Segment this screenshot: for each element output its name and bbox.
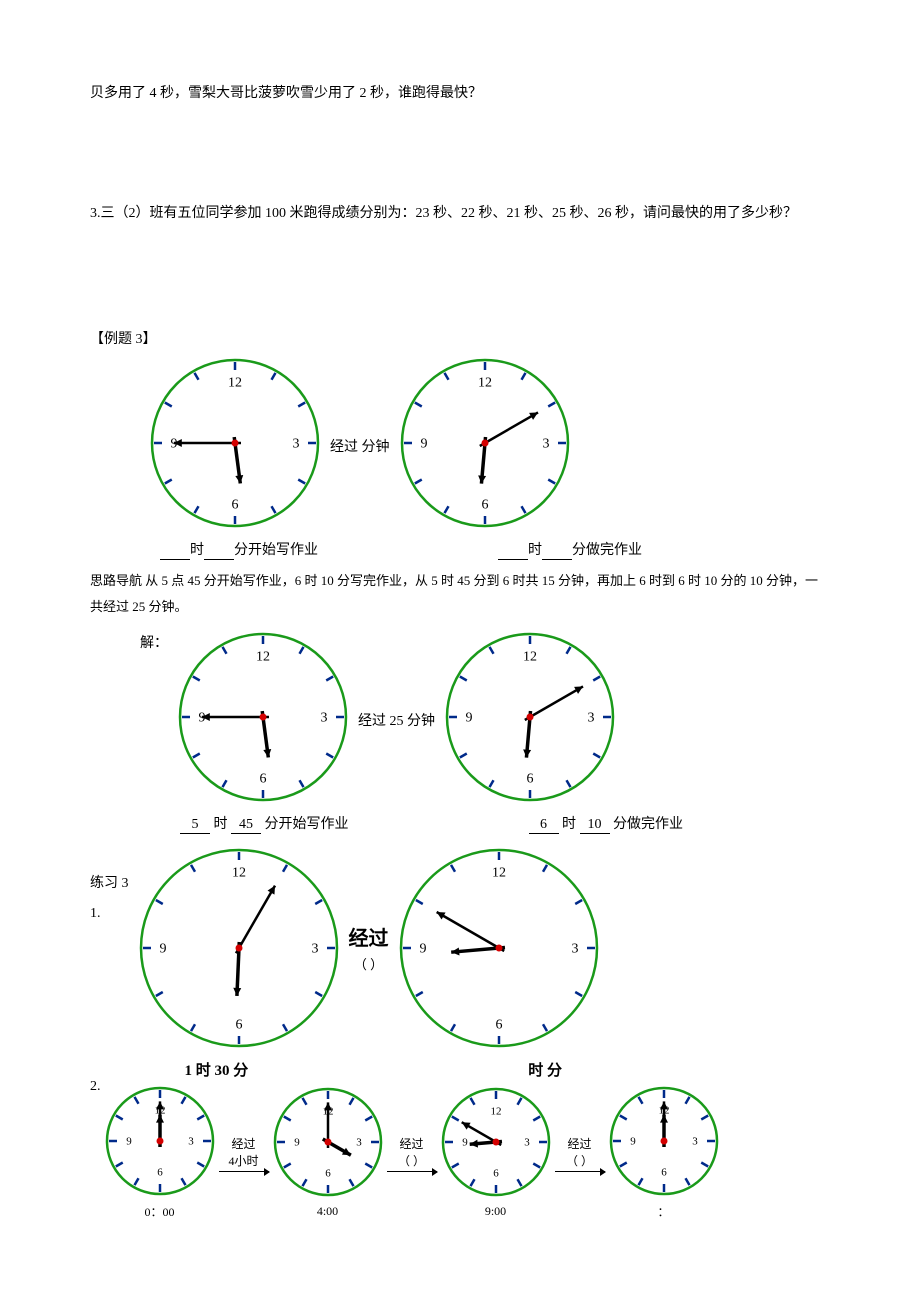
clock-5-45-q: 12369 — [150, 358, 320, 533]
time-label-colon: ： — [657, 1203, 669, 1220]
label-1h30m: 1 时 30 分 — [185, 1059, 249, 1080]
time-label-0000: 0：00 — [144, 1203, 174, 1220]
solution-label: 解： — [140, 632, 168, 652]
svg-text:3: 3 — [571, 942, 578, 957]
practice-1-label: 1. — [90, 906, 129, 922]
arrow-blank-2: 经过 （ ） — [555, 1135, 605, 1172]
svg-text:12: 12 — [228, 376, 242, 391]
svg-text:3: 3 — [692, 1136, 698, 1148]
svg-text:3: 3 — [321, 711, 328, 726]
svg-text:9: 9 — [420, 437, 427, 452]
svg-text:6: 6 — [325, 1168, 331, 1180]
problem-text-2: 3.三（2）班有五位同学参加 100 米跑得成绩分别为：23 秒、22 秒、21… — [90, 200, 830, 228]
clock-6-10-q: 12 3 6 9 — [400, 358, 570, 533]
svg-text:12: 12 — [492, 866, 506, 881]
svg-text:6: 6 — [493, 1168, 499, 1180]
svg-text:12: 12 — [478, 376, 492, 391]
svg-text:3: 3 — [588, 711, 595, 726]
clock-6-05: 12 3 6 9 — [139, 848, 339, 1053]
clock-small-0900: 12 3 6 9 — [441, 1087, 551, 1202]
svg-text:6: 6 — [235, 1018, 242, 1033]
time-label-0400: 4:00 — [317, 1204, 338, 1219]
elapsed-paren-label: 经过 （ ） — [349, 927, 389, 975]
clock-small-0400: 12369 — [273, 1087, 383, 1202]
label-hm-blank: 时 分 — [528, 1059, 562, 1080]
svg-text:12: 12 — [523, 650, 537, 665]
svg-text:9: 9 — [466, 711, 473, 726]
svg-text:6: 6 — [527, 772, 534, 787]
svg-text:6: 6 — [157, 1167, 163, 1179]
start-blank-label: 时 分开始写作业 — [160, 539, 318, 560]
svg-text:3: 3 — [188, 1136, 194, 1148]
clock-5-45-a: 12369 — [178, 632, 348, 807]
svg-text:3: 3 — [311, 942, 318, 957]
elapsed-25-label: 经过 25 分钟 — [358, 710, 435, 730]
svg-text:6: 6 — [495, 1018, 502, 1033]
practice-2-label: 2. — [90, 1059, 101, 1095]
time-label-0900: 9:00 — [485, 1204, 506, 1219]
svg-text:12: 12 — [256, 650, 270, 665]
svg-text:9: 9 — [126, 1136, 132, 1148]
clock-9-05: 12 3 6 9 — [399, 848, 599, 1053]
clock-6-10-a: 12 3 6 9 — [445, 632, 615, 807]
svg-text:6: 6 — [481, 498, 488, 513]
svg-text:9: 9 — [419, 942, 426, 957]
guide-text: 思路导航 从 5 点 45 分开始写作业，6 时 10 分写完作业，从 5 时 … — [90, 568, 830, 620]
svg-text:9: 9 — [462, 1137, 468, 1149]
svg-text:6: 6 — [661, 1167, 667, 1179]
practice-3-label: 练习 3 — [90, 872, 129, 892]
svg-text:6: 6 — [232, 498, 239, 513]
end-6-10-label: 6 时 10 分做完作业 — [529, 813, 684, 834]
example-3-label: 【例题 3】 — [90, 328, 830, 348]
svg-text:3: 3 — [293, 437, 300, 452]
svg-text:12: 12 — [232, 866, 246, 881]
svg-text:3: 3 — [356, 1137, 362, 1149]
end-blank-label: 时 分做完作业 — [498, 539, 642, 560]
clock-small-1200b: 12369 — [609, 1086, 719, 1201]
svg-text:9: 9 — [294, 1137, 300, 1149]
arrow-4h: 经过 4小时 — [219, 1135, 269, 1172]
svg-text:3: 3 — [542, 437, 549, 452]
svg-text:6: 6 — [260, 772, 267, 787]
arrow-blank-1: 经过 （ ） — [387, 1135, 437, 1172]
problem-text-1: 贝多用了 4 秒，雪梨大哥比菠萝吹雪少用了 2 秒，谁跑得最快？ — [90, 80, 830, 108]
clock-small-0000: 12369 — [105, 1086, 215, 1201]
svg-text:9: 9 — [630, 1136, 636, 1148]
svg-text:9: 9 — [159, 942, 166, 957]
elapsed-blank-label: 经过 分钟 — [330, 436, 390, 456]
svg-text:12: 12 — [490, 1106, 501, 1118]
svg-text:3: 3 — [524, 1137, 530, 1149]
start-5-45-label: 5 时 45 分开始写作业 — [180, 813, 349, 834]
